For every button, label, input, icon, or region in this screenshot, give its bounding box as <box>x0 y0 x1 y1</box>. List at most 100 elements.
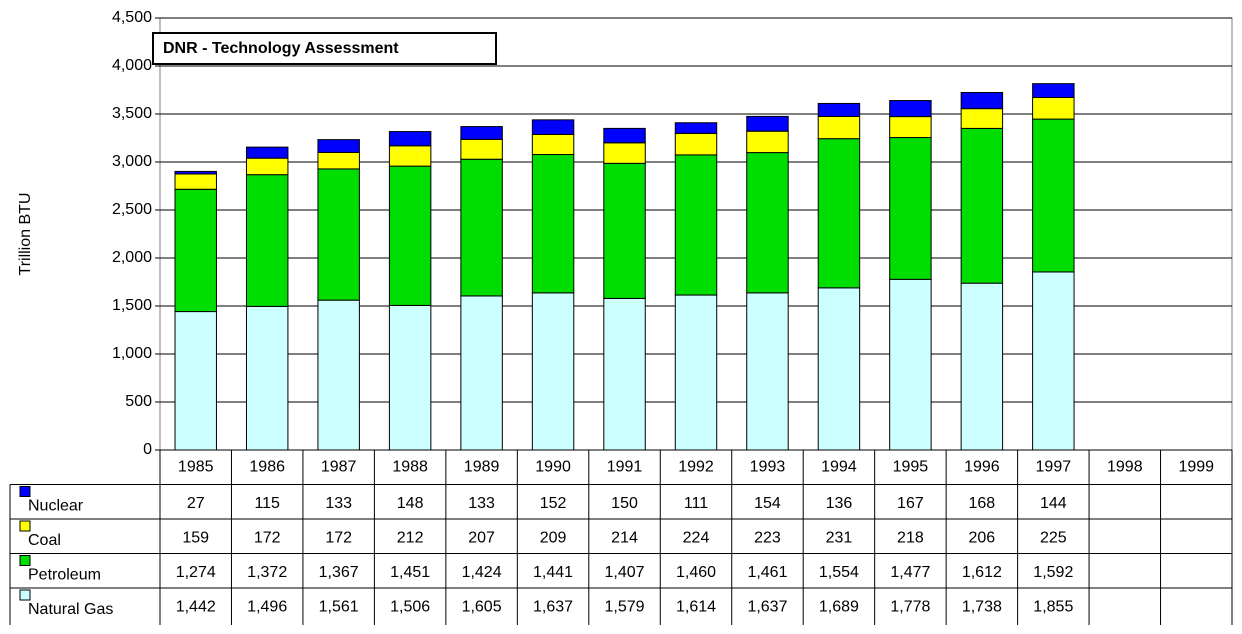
table-value: 1,738 <box>962 598 1002 615</box>
table-value: 1,506 <box>390 598 430 615</box>
bar-segment <box>1032 83 1075 98</box>
x-tick-label: 1986 <box>249 458 285 475</box>
bar-segment <box>746 292 789 451</box>
table-value: 111 <box>684 495 708 512</box>
bar-segment <box>960 91 1004 110</box>
bar-segment <box>531 292 575 451</box>
bar-segment <box>460 138 503 160</box>
bar-segment <box>317 139 360 153</box>
legend-label: Coal <box>28 532 61 549</box>
legend-swatch <box>19 555 31 566</box>
table-value: 152 <box>540 495 567 512</box>
bar-segment <box>531 119 575 135</box>
bar-segment <box>817 138 861 289</box>
bar-segment <box>960 108 1004 129</box>
bar-segment <box>674 294 718 451</box>
x-tick-label: 1998 <box>1107 458 1143 475</box>
x-tick-label: 1999 <box>1178 458 1214 475</box>
table-value: 27 <box>187 495 205 512</box>
table-value: 172 <box>325 529 352 546</box>
table-value: 207 <box>468 529 495 546</box>
y-tick-label: 0 <box>143 441 152 458</box>
table-value: 223 <box>754 529 781 546</box>
chart-title: DNR - Technology Assessment <box>163 40 399 57</box>
bar-segment <box>174 188 217 313</box>
x-tick-label: 1988 <box>392 458 428 475</box>
table-value: 136 <box>826 495 853 512</box>
table-value: 159 <box>182 529 209 546</box>
table-value: 1,477 <box>890 564 930 581</box>
bar-segment <box>817 287 861 451</box>
table-value: 225 <box>1040 529 1067 546</box>
bar-segment <box>1032 118 1075 273</box>
table-value: 1,442 <box>176 598 216 615</box>
table-value: 133 <box>325 495 352 512</box>
table-value: 167 <box>897 495 924 512</box>
table-value: 209 <box>540 529 567 546</box>
bar-segment <box>746 130 789 154</box>
table-value: 1,689 <box>819 598 859 615</box>
legend-swatch <box>19 589 31 601</box>
bar-segment <box>245 174 289 307</box>
legend-swatch <box>19 520 31 532</box>
bar-segment <box>746 152 789 294</box>
y-tick-label: 1,000 <box>112 345 152 362</box>
table-value: 1,460 <box>676 564 716 581</box>
table-value: 1,592 <box>1033 564 1073 581</box>
table-value: 1,367 <box>319 564 359 581</box>
legend-label: Natural Gas <box>28 601 113 618</box>
bar-segment <box>674 154 718 296</box>
x-tick-label: 1995 <box>893 458 929 475</box>
x-tick-label: 1989 <box>464 458 500 475</box>
table-value: 115 <box>254 495 280 512</box>
table-value: 1,637 <box>533 598 573 615</box>
table-value: 218 <box>897 529 924 546</box>
bar-segment <box>245 305 289 451</box>
bar-segment <box>460 158 503 297</box>
table-value: 1,274 <box>176 564 216 581</box>
x-tick-label: 1994 <box>821 458 857 475</box>
table-value: 1,605 <box>462 598 502 615</box>
bar-segment <box>889 116 932 139</box>
y-axis-label: Trillion BTU <box>17 193 34 276</box>
y-tick-label: 1,500 <box>112 297 152 314</box>
bar-segment <box>388 304 432 451</box>
y-tick-label: 2,500 <box>112 201 152 218</box>
table-value: 1,614 <box>676 598 716 615</box>
bar-segment <box>960 127 1004 284</box>
bar-segment <box>317 151 360 170</box>
table-value: 168 <box>969 495 996 512</box>
bar-segment <box>889 278 932 451</box>
table-value: 150 <box>611 495 638 512</box>
table-value: 231 <box>826 529 853 546</box>
x-tick-label: 1985 <box>178 458 214 475</box>
table-value: 224 <box>683 529 710 546</box>
bar-segment <box>603 297 646 451</box>
x-tick-label: 1997 <box>1036 458 1072 475</box>
table-value: 1,579 <box>605 598 645 615</box>
table-value: 1,612 <box>962 564 1002 581</box>
table-value: 1,778 <box>890 598 930 615</box>
table-value: 1,554 <box>819 564 859 581</box>
bar-segment <box>746 115 789 132</box>
bar-segment <box>603 127 646 144</box>
bar-segment <box>245 146 289 159</box>
bar-segment <box>174 170 217 175</box>
bar-segment <box>817 115 861 140</box>
bar-segment <box>889 137 932 280</box>
y-tick-label: 3,000 <box>112 153 152 170</box>
bar-segment <box>603 162 646 299</box>
bar-segment <box>531 133 575 156</box>
table-value: 1,451 <box>390 564 430 581</box>
y-tick-label: 4,500 <box>112 9 152 26</box>
table-value: 214 <box>611 529 638 546</box>
bar-segment <box>674 132 718 156</box>
title-box <box>152 32 497 65</box>
table-value: 172 <box>254 529 281 546</box>
x-tick-label: 1987 <box>321 458 357 475</box>
bar-segment <box>674 122 718 134</box>
x-tick-label: 1992 <box>678 458 714 475</box>
x-tick-label: 1990 <box>535 458 571 475</box>
bar-segment <box>603 142 646 164</box>
table-value: 133 <box>468 495 495 512</box>
